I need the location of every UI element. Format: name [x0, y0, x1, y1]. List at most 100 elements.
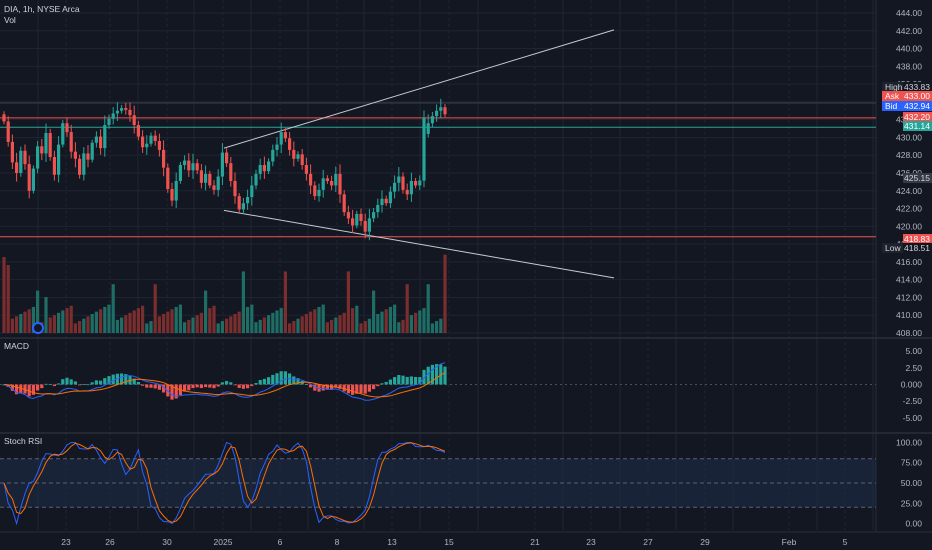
macd-histogram-bar [52, 384, 56, 387]
macd-histogram-bar [384, 381, 388, 385]
macd-histogram-bar [271, 374, 275, 385]
volume-bar [262, 317, 266, 333]
candle-body [99, 136, 103, 149]
volume-bar [124, 315, 128, 333]
macd-histogram-bar [44, 383, 48, 385]
ask-price-value: 433.00 [904, 91, 930, 101]
macd-histogram-bar [174, 384, 178, 399]
macd-histogram-bar [145, 384, 149, 388]
volume-bar [141, 305, 145, 333]
macd-histogram-bar [61, 379, 65, 385]
macd-axis-label: -5.00 [903, 413, 923, 423]
line-price-value: 431.14 [904, 121, 930, 131]
volume-bar [187, 319, 191, 333]
stoch-d-line [3, 442, 446, 523]
candle-body [313, 185, 317, 197]
candle-body [170, 189, 174, 201]
macd-histogram-bar [355, 384, 359, 394]
macd-histogram-bar [309, 384, 313, 388]
time-axis-label: 5 [843, 537, 848, 547]
price-axis-label: 422.00 [896, 204, 922, 214]
macd-histogram-bar [254, 383, 258, 385]
macd-histogram-bar [279, 371, 283, 385]
macd-line [3, 362, 446, 401]
candle-body [19, 150, 23, 173]
volume-bar [15, 316, 19, 333]
volume-bar [212, 305, 216, 333]
volume-bar [283, 271, 287, 333]
volume-bar [292, 321, 296, 333]
bid-label-tag [882, 101, 903, 111]
candle-body [380, 198, 384, 205]
volume-bar [174, 306, 178, 333]
high-label-text: High [885, 82, 903, 92]
candle-body [44, 133, 48, 154]
price-axis-label: 442.00 [896, 26, 922, 36]
low-label-text: Low [885, 243, 901, 253]
candle-body [27, 164, 31, 191]
macd-histogram-bar [111, 374, 115, 385]
price-axis-label: 424.00 [896, 186, 922, 196]
price-axis-label: 444.00 [896, 8, 922, 18]
line-price-tag [903, 121, 932, 131]
candle-body [241, 203, 245, 210]
volume-bar [199, 312, 203, 333]
candle-body [225, 152, 229, 164]
volume-marker-icon [32, 322, 44, 334]
candle-body [275, 144, 279, 150]
candle-body [338, 173, 342, 195]
candle-body [393, 182, 397, 192]
macd-histogram-bar [426, 366, 430, 385]
candle-body [69, 132, 73, 152]
volume-bar [418, 310, 422, 333]
volume-bar [325, 322, 329, 333]
stoch-k-line [3, 441, 446, 526]
volume-bar [82, 318, 86, 333]
candle-body [351, 218, 355, 226]
volume-bar [229, 316, 233, 333]
volume-bar [271, 312, 275, 333]
ask-label-tag [882, 91, 903, 101]
volume-bar [405, 284, 409, 333]
macd-axis-label: 5.00 [905, 346, 922, 356]
volume-bar [422, 308, 426, 333]
volume-bar [208, 308, 212, 333]
volume-bar [132, 310, 136, 333]
volume-bar [128, 312, 132, 333]
candle-body [367, 218, 371, 232]
macd-histogram-bar [258, 379, 262, 385]
macd-histogram-bar [405, 376, 409, 385]
candle-body [191, 163, 195, 171]
candle-body [178, 165, 182, 181]
volume-bar [19, 313, 23, 333]
symbol-title: DIA, 1h, NYSE Arca [4, 4, 80, 14]
volume-bar [355, 305, 359, 333]
macd-histogram-bar [204, 384, 208, 388]
volume-bar [443, 254, 447, 333]
candle-body [61, 123, 65, 145]
macd-histogram-bar [351, 384, 355, 395]
time-axis-label: 21 [530, 537, 540, 547]
macd-histogram-bar [225, 380, 229, 385]
candle-body [128, 109, 132, 116]
stoch-axis-label: 50.00 [901, 478, 923, 488]
volume-bar [225, 318, 229, 333]
macd-histogram-bar [409, 376, 413, 385]
macd-histogram-bar [359, 384, 363, 394]
volume-bar [65, 308, 69, 333]
time-axis-label: 29 [700, 537, 710, 547]
price-axis-label: 408.00 [896, 328, 922, 338]
macd-histogram-bar [149, 384, 153, 388]
volume-bar [86, 316, 90, 333]
volume-bar [258, 319, 262, 333]
volume-bar [426, 284, 430, 333]
volume-bar [330, 319, 334, 333]
upper-channel-trendline [223, 29, 615, 149]
macd-axis-label: 0.000 [901, 380, 923, 390]
macd-histogram-bar [10, 384, 14, 391]
macd-histogram-bar [321, 384, 325, 391]
macd-histogram-bar [136, 382, 140, 385]
volume-bar [414, 312, 418, 333]
volume-bar [393, 304, 397, 333]
